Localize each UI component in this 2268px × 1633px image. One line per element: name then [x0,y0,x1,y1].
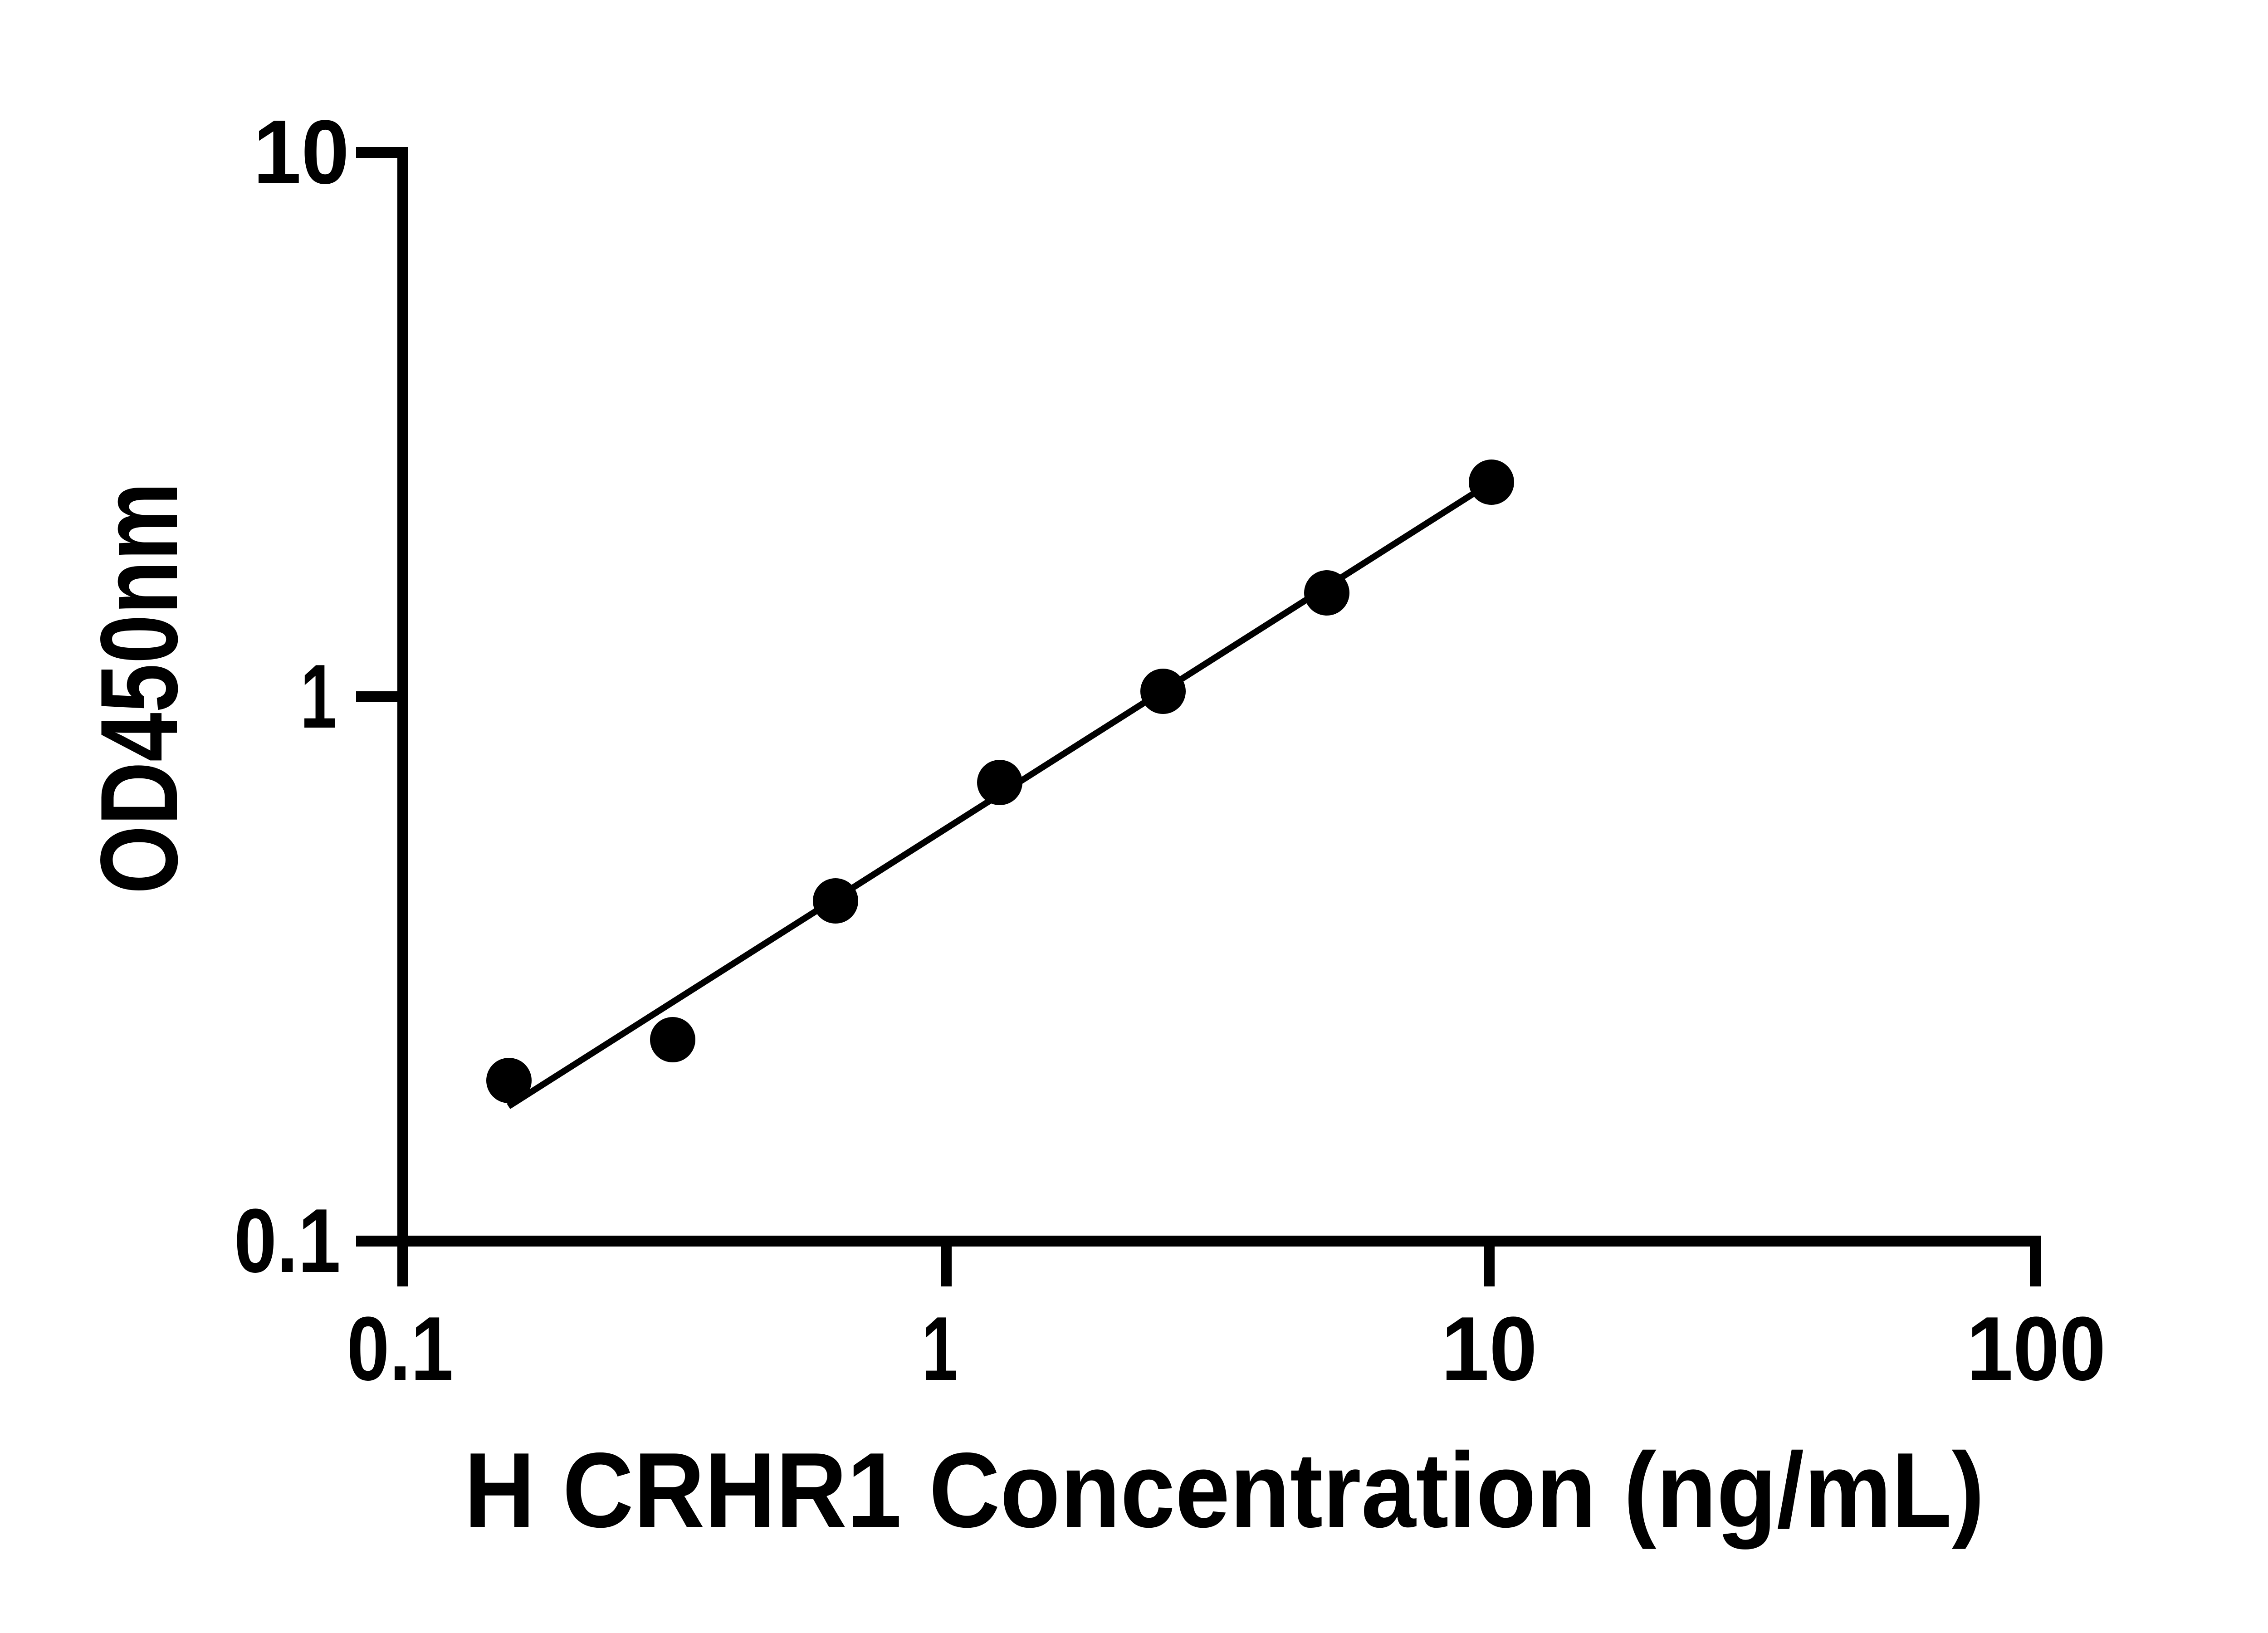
svg-text:1: 1 [300,646,337,747]
svg-text:OD450nm: OD450nm [78,482,200,894]
svg-text:100: 100 [1967,1298,2106,1399]
svg-text:10: 10 [253,102,349,203]
svg-text:10: 10 [1441,1298,1537,1399]
svg-text:H CRHR1 Concentration (ng/mL): H CRHR1 Concentration (ng/mL) [464,1430,1984,1550]
svg-text:1: 1 [922,1298,958,1399]
svg-text:0.1: 0.1 [347,1298,454,1399]
svg-text:0.1: 0.1 [234,1190,341,1291]
